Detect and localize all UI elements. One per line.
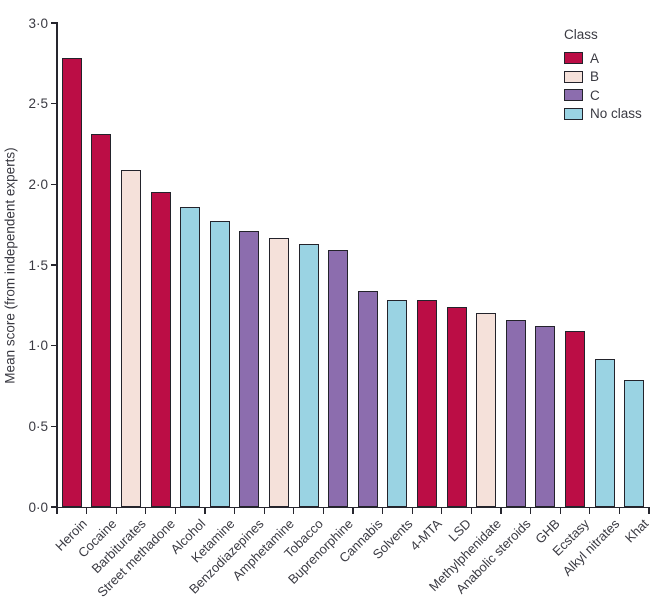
y-tick-label: 0·0 (28, 499, 48, 515)
bar-anabolic-steroids (505, 319, 526, 507)
y-tick-label: 2·0 (28, 176, 48, 192)
x-tick (500, 508, 502, 514)
y-tick-label: 3·0 (28, 15, 48, 31)
bar-barbiturates (121, 169, 141, 507)
x-tick (618, 508, 621, 514)
x-tick (411, 508, 413, 514)
x-tick (322, 508, 325, 514)
legend-swatch (564, 89, 583, 102)
legend-swatch (564, 107, 583, 120)
bar-street-methadone (150, 192, 171, 507)
y-tick (51, 183, 57, 186)
bar-alcohol (180, 206, 201, 507)
y-tick-label: 1·5 (28, 257, 48, 273)
x-tick (529, 508, 532, 514)
y-tick-label: 2·5 (28, 96, 48, 112)
bar-ketamine (209, 221, 230, 507)
bar-methylphenidate (476, 313, 497, 507)
x-tick (263, 508, 265, 514)
legend-item-no-class: No class (564, 105, 642, 124)
bar-cannabis (357, 290, 378, 507)
bar-amphetamine (269, 237, 289, 507)
x-tick (56, 508, 58, 514)
x-tick (233, 508, 236, 514)
bar-solvents (387, 300, 408, 507)
bar-ghb (535, 326, 556, 507)
x-tick (381, 508, 384, 514)
legend-label: A (590, 50, 600, 66)
legend-label: No class (590, 106, 642, 122)
x-tick (85, 508, 88, 514)
legend: Class A B C No class (564, 27, 642, 123)
bar-tobacco (298, 244, 319, 507)
legend-item-b: B (564, 68, 642, 87)
bar-alkyl-nitrates (594, 358, 615, 507)
x-label-text: Khat (622, 516, 652, 546)
y-tick (51, 102, 57, 105)
x-tick (648, 508, 650, 514)
bar-heroin (61, 58, 82, 507)
x-tick (589, 508, 591, 514)
y-tick (51, 425, 57, 428)
x-tick (559, 508, 561, 514)
bar-benzodiazepines (239, 231, 260, 507)
bar-ecstasy (565, 331, 585, 507)
y-tick (51, 506, 57, 508)
bar-cocaine (91, 134, 112, 507)
legend-swatch (564, 52, 583, 65)
x-tick (174, 508, 177, 514)
legend-title: Class (564, 27, 598, 42)
x-tick (293, 508, 295, 514)
x-tick (441, 508, 443, 514)
x-label-text: 4-MTA (407, 516, 445, 554)
legend-item-a: A (564, 49, 642, 68)
legend-label: C (590, 87, 600, 103)
legend-label: B (590, 69, 600, 85)
x-tick (115, 508, 117, 514)
bar-buprenorphine (328, 250, 349, 507)
bar-lsd (446, 306, 467, 507)
x-tick (145, 508, 147, 514)
y-tick-label: 1·0 (28, 338, 48, 354)
y-tick (51, 22, 57, 24)
x-axis-line (56, 506, 650, 508)
x-tick (352, 508, 354, 514)
x-tick (470, 508, 473, 514)
legend-item-c: C (564, 86, 642, 105)
y-tick (51, 344, 57, 347)
y-tick-label: 0·5 (28, 418, 48, 434)
legend-swatch (564, 70, 583, 83)
y-tick (51, 264, 57, 266)
bar-4-mta (417, 300, 437, 507)
bar-khat (624, 379, 645, 507)
legend-items: A B C No class (564, 49, 642, 123)
x-tick (204, 508, 206, 514)
